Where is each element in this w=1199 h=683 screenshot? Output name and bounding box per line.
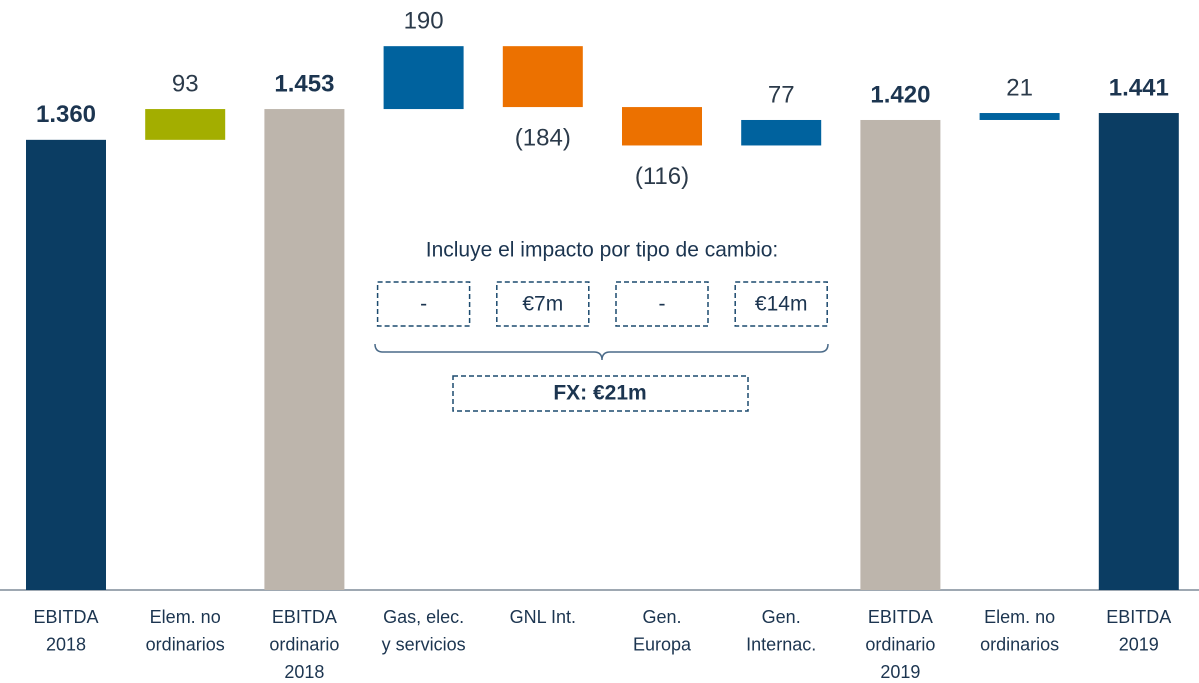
value-label: (184) [515,124,571,151]
bar [741,119,822,146]
value-label: 1.453 [274,70,334,97]
bar [383,46,464,110]
bar [502,46,583,108]
value-label: (116) [635,163,689,190]
value-label: 190 [404,8,444,35]
value-label: 93 [172,70,199,97]
fx-box [376,281,471,327]
bar [1098,113,1179,591]
value-label: 1.441 [1109,74,1169,101]
x-tick-label: EBITDA [868,607,933,627]
x-tick-label: Internac. [746,634,816,654]
x-tick-label: Europa [633,634,692,654]
bar [622,107,702,146]
x-tick-label: ordinarios [980,634,1059,654]
fx-item: €7m [522,293,563,316]
fx-total: FX: €21m [553,382,646,405]
x-tick-label: EBITDA [1106,607,1171,627]
x-tick-label: 2019 [1119,634,1159,654]
x-tick-label: EBITDA [33,607,98,627]
bar [26,139,106,590]
x-tick-label: Elem. no [150,607,221,627]
x-tick-label: GNL Int. [510,607,576,627]
x-tick-label: Gen. [762,607,801,627]
x-tick-label: 2019 [880,662,920,682]
x-tick-label: 2018 [284,662,324,682]
fx-box [734,281,828,327]
x-tick-label: EBITDA [272,607,337,627]
x-tick-label: 2018 [46,634,86,654]
x-tick-label: Gen. [642,607,681,627]
fx-total-box [452,375,749,412]
value-label: 21 [1006,74,1033,101]
fx-item: €14m [755,293,808,316]
x-tick-label: y servicios [382,634,466,654]
x-tick-label: Gas, elec. [383,607,464,627]
bar [264,109,345,590]
value-label: 1.420 [870,81,930,108]
bar [145,109,226,140]
fx-box [496,281,590,327]
bar [979,113,1060,120]
value-label: 1.360 [36,101,96,128]
fx-item: - [420,293,427,316]
x-tick-label: ordinarios [146,634,225,654]
x-tick-label: Elem. no [984,607,1055,627]
fx-brace [374,343,829,361]
fx-box [615,281,709,327]
value-label: 77 [768,81,795,108]
x-tick-label: ordinario [865,634,935,654]
bar [860,119,941,590]
fx-title: Incluye el impacto por tipo de cambio: [426,239,779,262]
fx-item: - [659,293,666,316]
x-tick-label: ordinario [269,634,339,654]
